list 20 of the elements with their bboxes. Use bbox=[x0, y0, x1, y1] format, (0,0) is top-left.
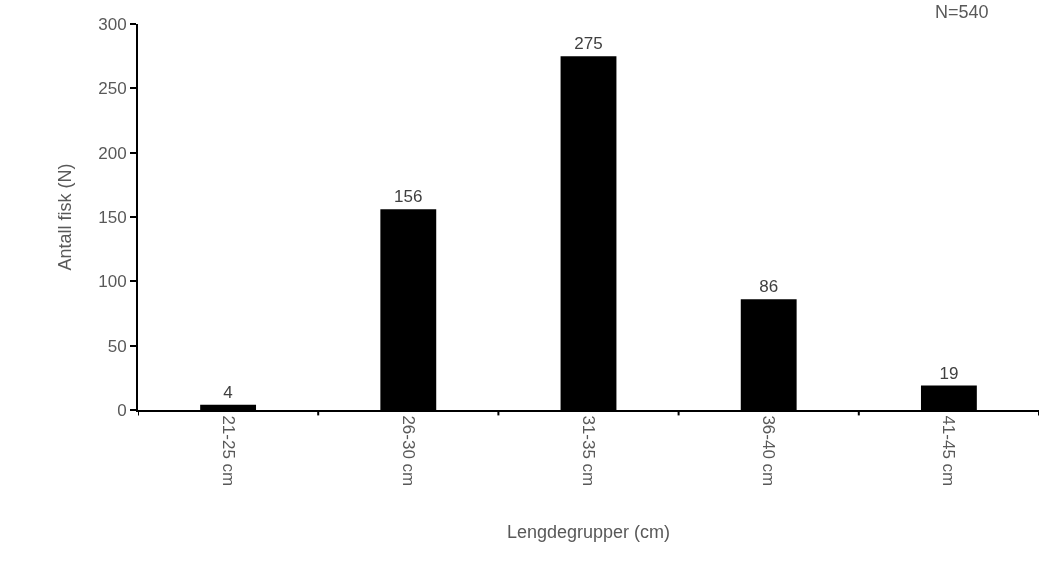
x-tick-label: 41-45 cm bbox=[939, 415, 959, 487]
y-tick-label: 150 bbox=[98, 207, 127, 227]
y-tick-label: 250 bbox=[98, 79, 127, 99]
text: N=540 bbox=[935, 2, 989, 22]
data-label: 156 bbox=[394, 187, 423, 207]
x-tick-label: 31-35 cm bbox=[578, 415, 598, 487]
x-axis-title: Lengdegrupper (cm) bbox=[506, 521, 671, 542]
y-tick-label: 200 bbox=[98, 143, 127, 163]
data-label: 4 bbox=[223, 382, 233, 402]
data-label: 19 bbox=[939, 363, 959, 383]
y-tick-label: 100 bbox=[98, 272, 127, 292]
y-tick-label: 50 bbox=[107, 336, 127, 356]
y-tick-label: 0 bbox=[117, 400, 127, 420]
x-tick-label: 26-30 cm bbox=[398, 415, 418, 487]
x-tick-label: 36-40 cm bbox=[759, 415, 779, 487]
x-tick-label: 21-25 cm bbox=[218, 415, 238, 487]
data-label: 275 bbox=[574, 34, 603, 54]
data-label: 86 bbox=[759, 277, 779, 297]
y-tick-label: 300 bbox=[98, 14, 127, 34]
y-axis-title: Antall fisk (N) bbox=[54, 163, 75, 271]
